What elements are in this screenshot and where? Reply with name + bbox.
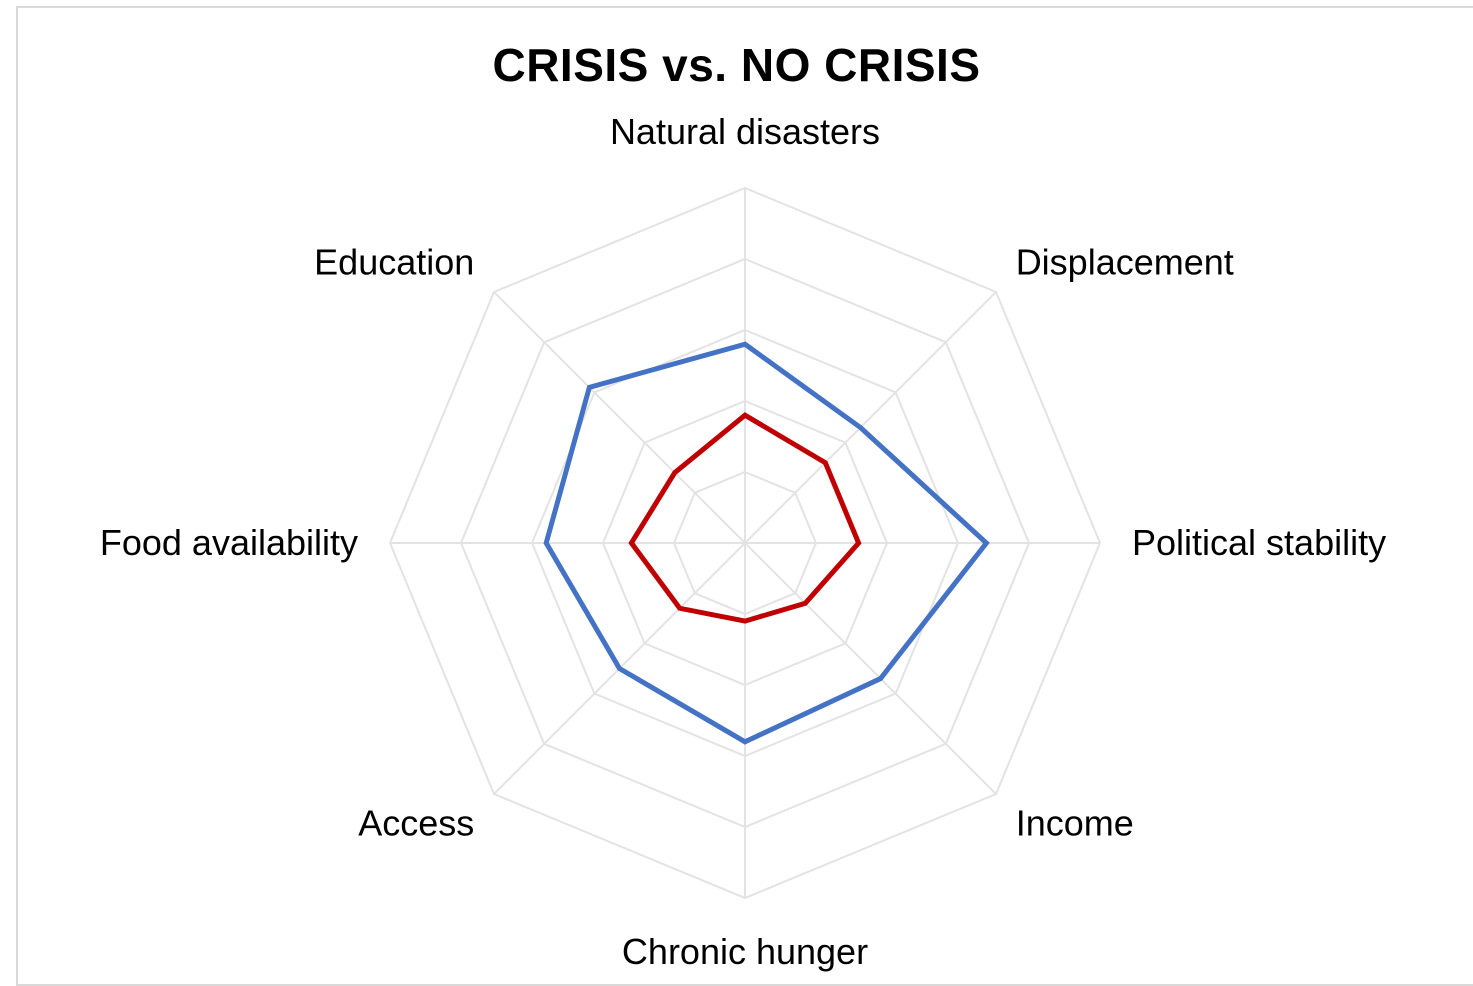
spoke-3 bbox=[744, 542, 997, 795]
series-0-line bbox=[543, 341, 990, 745]
axis-label-income: Income bbox=[1016, 803, 1134, 844]
axis-label-chronic-hunger: Chronic hunger bbox=[622, 931, 868, 972]
axis-label-natural-disasters: Natural disasters bbox=[610, 111, 880, 152]
spoke-7 bbox=[493, 291, 746, 544]
series-1-line bbox=[628, 412, 862, 624]
axis-label-access: Access bbox=[358, 803, 474, 844]
radar-axis-labels: Natural disasters Displacement Political s… bbox=[100, 111, 1386, 972]
axis-label-food-availability: Food availability bbox=[100, 522, 358, 563]
chart-title: CRISIS vs. NO CRISIS bbox=[492, 39, 981, 91]
spoke-1 bbox=[744, 291, 997, 544]
axis-label-displacement: Displacement bbox=[1016, 241, 1234, 282]
radar-spokes bbox=[390, 188, 1100, 898]
radar-series bbox=[543, 341, 990, 745]
axis-label-political-stability: Political stability bbox=[1132, 522, 1386, 563]
axis-label-education: Education bbox=[314, 241, 474, 282]
